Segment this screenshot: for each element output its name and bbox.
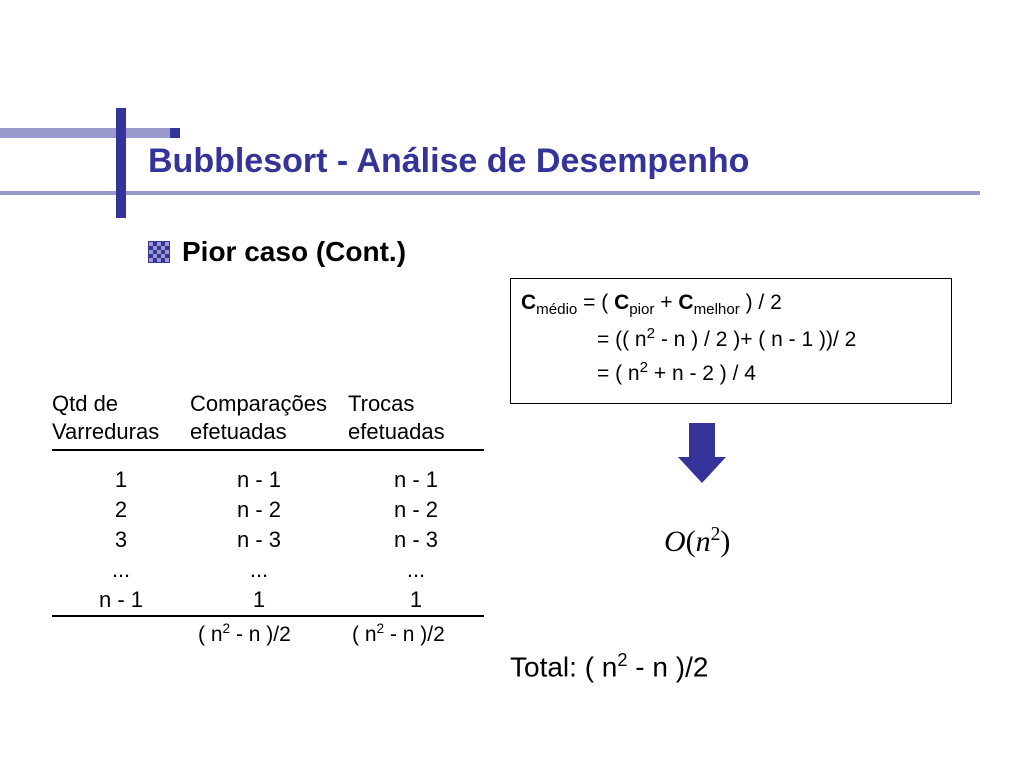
- table-cell: 1: [190, 587, 348, 613]
- table-cell: n - 3: [348, 527, 484, 553]
- formula-c-pior-base: C: [614, 291, 629, 314]
- table-header-col2: Comparações efetuadas: [190, 390, 348, 445]
- big-o-notation: O(n2): [664, 524, 730, 559]
- table-row: 2n - 2n - 2: [52, 495, 484, 525]
- formula-line-2: = (( n2 - n ) / 2 )+ ( n - 1 ))/ 2: [521, 322, 941, 357]
- title-underline: [0, 191, 980, 195]
- table-cell: 1: [348, 587, 484, 613]
- tt-c2-post: - n )/2: [230, 623, 291, 646]
- bigO-n: n: [696, 525, 711, 558]
- bigO-open: (: [686, 525, 696, 558]
- table-header-col3: Trocas efetuadas: [348, 390, 484, 445]
- total-label: Total: ( n2 - n )/2: [510, 650, 708, 683]
- th-c3-l1: Trocas: [348, 391, 414, 416]
- formula-l3-sup: 2: [640, 359, 648, 376]
- table-header: Qtd de Varreduras Comparações efetuadas …: [52, 390, 484, 451]
- table-row: n - 111: [52, 585, 484, 615]
- formula-c-medio-sub: médio: [536, 301, 577, 318]
- title-accent-bar-vertical: [116, 108, 126, 218]
- th-c2-l2: efetuadas: [190, 419, 287, 444]
- formula-line-1: Cmédio = ( Cpior + Cmelhor ) / 2: [521, 287, 941, 322]
- th-c2-l1: Comparações: [190, 391, 327, 416]
- table-cell: 1: [52, 467, 190, 493]
- table-cell: ...: [52, 557, 190, 583]
- formula-c-melhor-sub: melhor: [694, 301, 740, 318]
- table-body: 1n - 1n - 12n - 2n - 23n - 3n - 3.......…: [52, 451, 484, 617]
- table-cell: 2: [52, 497, 190, 523]
- comparison-table: Qtd de Varreduras Comparações efetuadas …: [52, 390, 484, 647]
- table-row: 1n - 1n - 1: [52, 465, 484, 495]
- formula-box: Cmédio = ( Cpior + Cmelhor ) / 2 = (( n2…: [510, 278, 952, 404]
- table-total-col3: ( n2 - n )/2: [348, 621, 484, 647]
- tt-c3-sup: 2: [377, 621, 385, 636]
- formula-c-melhor-base: C: [678, 291, 693, 314]
- bigO-O: O: [664, 525, 686, 558]
- tt-c3-post: - n )/2: [384, 623, 445, 646]
- tt-c3-pre: ( n: [352, 623, 377, 646]
- formula-plus: +: [654, 291, 678, 314]
- table-cell: n - 1: [190, 467, 348, 493]
- total-pre: Total: ( n: [510, 651, 617, 682]
- table-header-col1: Qtd de Varreduras: [52, 390, 190, 445]
- table-cell: 3: [52, 527, 190, 553]
- title-accent-square: [170, 128, 180, 138]
- table-cell: n - 3: [190, 527, 348, 553]
- formula-l2-mid2: + ( n - 1 ))/ 2: [740, 328, 856, 351]
- formula-l3-tail: + n - 2 ) / 4: [648, 362, 756, 385]
- table-cell: ...: [190, 557, 348, 583]
- total-sup: 2: [617, 650, 627, 670]
- bullet-row: Pior caso (Cont.): [148, 236, 406, 268]
- formula-tail1: ) / 2: [740, 291, 782, 314]
- formula-l3-pre: = ( n: [597, 362, 640, 385]
- formula-eq1: = (: [577, 291, 614, 314]
- formula-c-pior-sub: pior: [629, 301, 654, 318]
- table-row: 3n - 3n - 3: [52, 525, 484, 555]
- bullet-text: Pior caso (Cont.): [182, 236, 406, 268]
- th-c1-l2: Varreduras: [52, 419, 159, 444]
- table-row: .........: [52, 555, 484, 585]
- down-arrow-icon: [678, 423, 726, 483]
- th-c3-l2: efetuadas: [348, 419, 445, 444]
- tt-c2-pre: ( n: [198, 623, 223, 646]
- table-cell: n - 2: [190, 497, 348, 523]
- table-cell: n - 1: [52, 587, 190, 613]
- formula-line-3: = ( n2 + n - 2 ) / 4: [521, 356, 941, 391]
- formula-c-medio-base: C: [521, 291, 536, 314]
- bigO-exp: 2: [711, 524, 721, 545]
- formula-l2-mid1: - n ) / 2 ): [655, 328, 740, 351]
- table-cell: n - 1: [348, 467, 484, 493]
- th-c1-l1: Qtd de: [52, 391, 118, 416]
- formula-l2-pre: = (( n: [597, 328, 647, 351]
- tt-c2-sup: 2: [223, 621, 231, 636]
- total-post: - n )/2: [628, 651, 709, 682]
- diamond-bullet-icon: [148, 241, 170, 263]
- title-accent-bar-left: [0, 128, 170, 138]
- table-cell: n - 2: [348, 497, 484, 523]
- slide-title: Bubblesort - Análise de Desempenho: [148, 142, 749, 181]
- table-totals: ( n2 - n )/2 ( n2 - n )/2: [52, 617, 484, 647]
- table-cell: ...: [348, 557, 484, 583]
- bigO-close: ): [720, 525, 730, 558]
- table-total-col2: ( n2 - n )/2: [190, 621, 348, 647]
- formula-l2-sup: 2: [647, 325, 655, 342]
